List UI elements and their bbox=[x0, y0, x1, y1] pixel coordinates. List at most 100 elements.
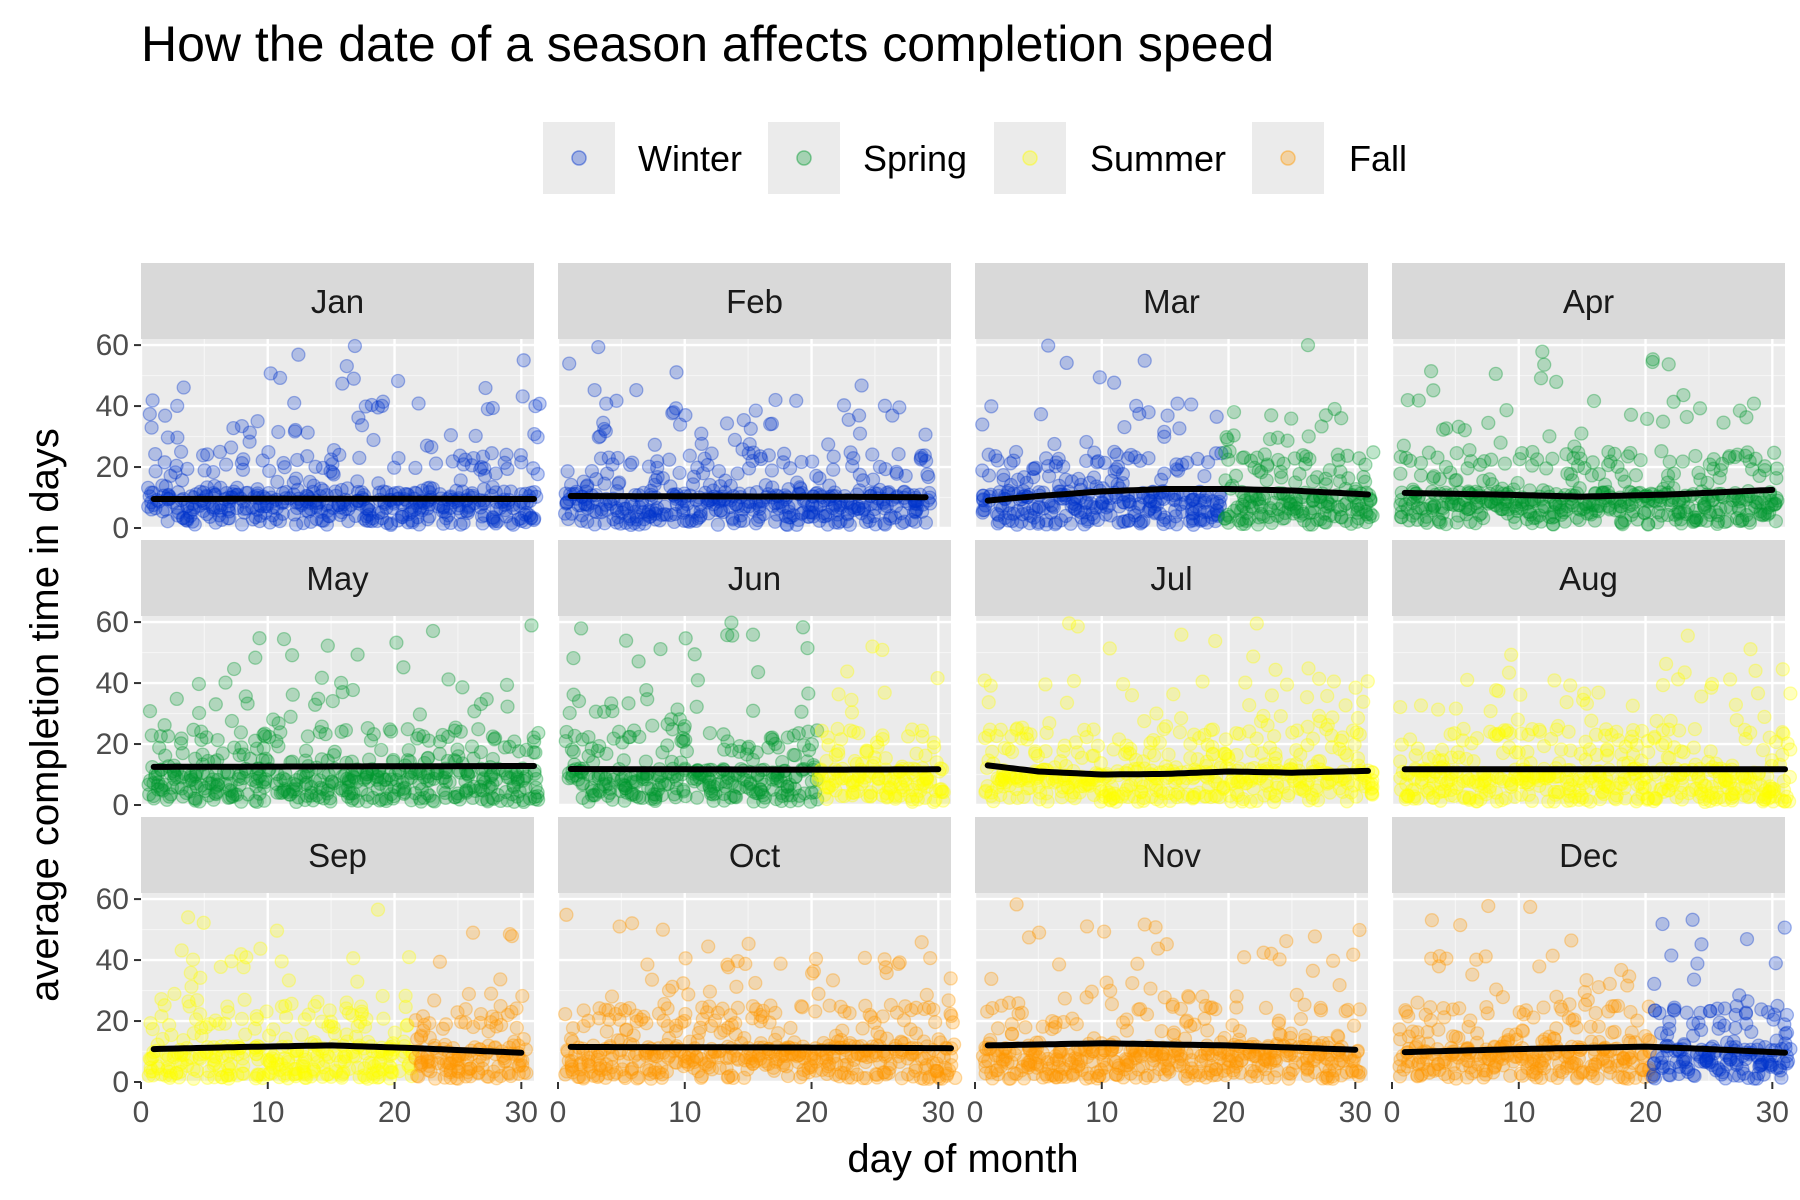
data-point bbox=[432, 954, 448, 969]
data-point bbox=[850, 772, 865, 788]
data-point bbox=[830, 721, 845, 737]
data-point bbox=[1574, 426, 1589, 441]
data-point bbox=[276, 455, 291, 471]
data-point bbox=[913, 783, 928, 798]
data-point bbox=[325, 465, 340, 481]
data-point bbox=[1646, 793, 1661, 809]
data-point bbox=[597, 516, 612, 531]
legend-key-winter bbox=[543, 122, 615, 194]
data-point bbox=[1585, 455, 1600, 470]
data-point bbox=[208, 697, 223, 712]
data-point bbox=[1366, 445, 1381, 460]
data-point bbox=[660, 1001, 675, 1016]
data-point bbox=[1460, 672, 1475, 688]
data-point bbox=[191, 676, 207, 692]
data-point bbox=[199, 480, 215, 495]
data-point bbox=[286, 475, 301, 490]
data-point bbox=[408, 460, 423, 476]
legend-key-fall bbox=[1252, 122, 1324, 194]
data-point bbox=[1065, 495, 1080, 511]
data-point bbox=[840, 664, 855, 679]
data-point bbox=[370, 781, 385, 797]
data-point bbox=[1674, 792, 1690, 807]
data-point bbox=[248, 650, 263, 665]
data-point bbox=[425, 623, 441, 639]
data-point bbox=[1229, 747, 1244, 763]
data-point bbox=[1340, 448, 1355, 463]
data-point bbox=[1571, 445, 1586, 460]
facet-panel-jun: Jun bbox=[556, 540, 951, 810]
data-point bbox=[1769, 461, 1785, 476]
data-point bbox=[265, 508, 280, 523]
smooth-trend-line-may bbox=[150, 763, 537, 770]
data-point bbox=[1154, 472, 1169, 487]
data-point bbox=[234, 517, 250, 532]
data-point bbox=[672, 465, 687, 481]
data-point bbox=[163, 468, 178, 483]
data-point bbox=[1677, 665, 1692, 680]
data-point bbox=[655, 922, 671, 937]
data-point bbox=[1192, 730, 1207, 746]
data-point bbox=[352, 450, 367, 466]
data-point bbox=[1059, 695, 1075, 710]
data-point bbox=[326, 467, 341, 482]
data-point bbox=[1268, 662, 1283, 677]
data-point bbox=[1501, 665, 1517, 680]
data-point bbox=[694, 436, 709, 452]
data-point bbox=[1673, 505, 1688, 520]
data-point bbox=[145, 393, 160, 408]
data-point bbox=[597, 476, 612, 491]
data-point bbox=[936, 785, 951, 800]
data-point bbox=[235, 462, 251, 477]
data-point bbox=[1776, 773, 1792, 789]
data-point bbox=[1117, 419, 1132, 435]
data-point bbox=[142, 703, 158, 719]
data-point bbox=[427, 993, 442, 1008]
data-point bbox=[1764, 497, 1779, 513]
data-point bbox=[498, 1053, 513, 1069]
data-point bbox=[1570, 458, 1586, 474]
data-point bbox=[398, 999, 413, 1015]
data-point bbox=[1350, 751, 1366, 766]
data-point bbox=[612, 919, 627, 934]
data-point bbox=[180, 910, 196, 925]
data-point bbox=[1717, 514, 1732, 530]
data-point bbox=[914, 723, 930, 738]
data-point bbox=[1658, 656, 1674, 672]
data-point bbox=[724, 615, 739, 630]
data-point bbox=[1318, 477, 1334, 492]
data-point bbox=[180, 511, 195, 526]
data-point bbox=[1443, 788, 1458, 803]
data-point bbox=[1156, 512, 1171, 528]
data-point bbox=[1623, 407, 1639, 422]
data-point bbox=[346, 951, 361, 966]
data-point bbox=[1762, 730, 1777, 745]
data-point bbox=[234, 455, 250, 471]
data-point bbox=[851, 725, 866, 741]
data-point bbox=[410, 1032, 425, 1047]
y-tick-label: 40 bbox=[96, 944, 129, 977]
data-point bbox=[678, 951, 693, 966]
data-point bbox=[1106, 375, 1122, 390]
data-point bbox=[725, 628, 740, 643]
data-point bbox=[1700, 475, 1715, 491]
data-point bbox=[1298, 449, 1314, 464]
data-point bbox=[360, 501, 375, 516]
data-point bbox=[287, 395, 302, 411]
data-point bbox=[1141, 405, 1156, 420]
data-point bbox=[653, 641, 668, 657]
data-point bbox=[313, 504, 329, 519]
data-point bbox=[877, 398, 893, 413]
data-point bbox=[155, 1031, 170, 1047]
data-point bbox=[1347, 737, 1362, 752]
data-point bbox=[237, 505, 252, 520]
legend: Winter Spring Summer Fall bbox=[543, 122, 1407, 194]
data-point bbox=[162, 1017, 177, 1033]
data-point bbox=[587, 382, 602, 398]
data-point bbox=[423, 1064, 438, 1079]
data-point bbox=[737, 1030, 752, 1046]
data-point bbox=[975, 417, 990, 432]
data-point bbox=[1469, 730, 1485, 746]
data-point bbox=[297, 1012, 312, 1027]
